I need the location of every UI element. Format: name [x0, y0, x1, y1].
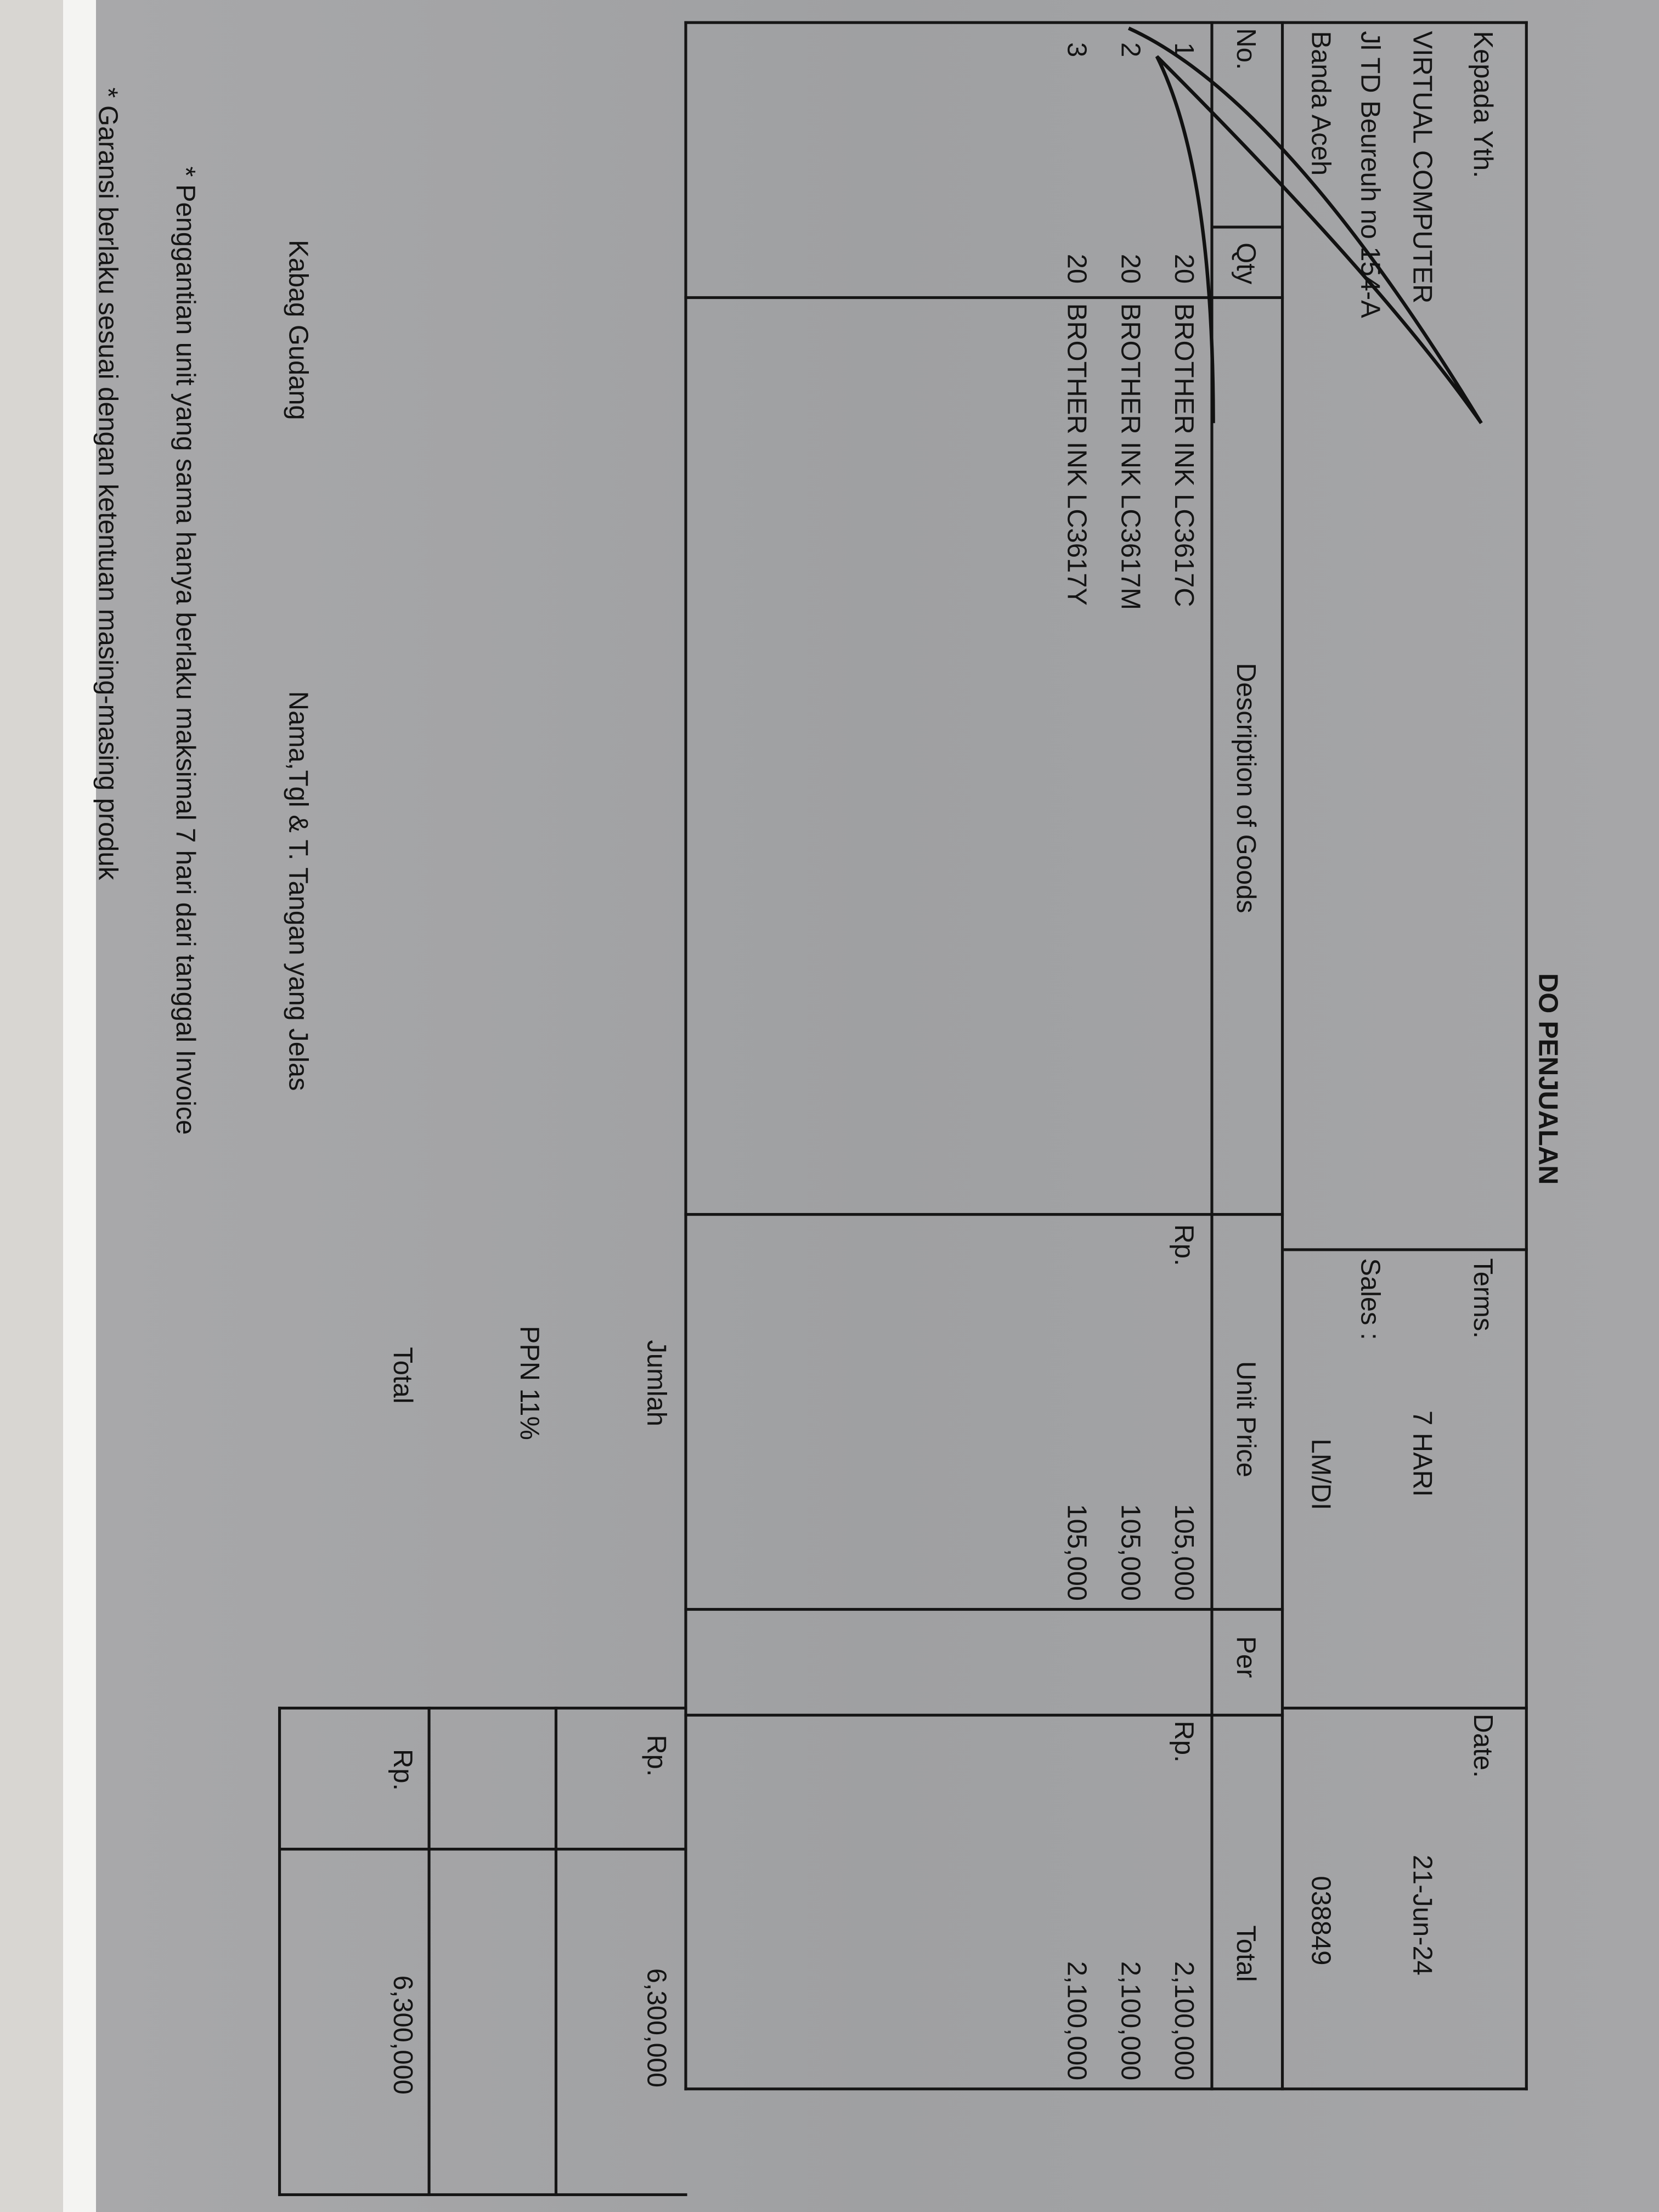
- total-label: Total: [386, 1347, 416, 1404]
- signature-scribble: [1127, 26, 1483, 425]
- document-number: 038849: [1305, 1876, 1335, 1966]
- delivery-order-document: DO PENJUALAN Kepada Yth. VIRTUAL COMPUTE…: [92, 21, 1562, 2197]
- note-warranty: * Garansi berlaku sesuai dengan ketentua…: [92, 87, 122, 881]
- item-unit-price: 105,000: [1168, 1504, 1198, 1601]
- column-divider: [684, 1713, 1284, 1717]
- header-divider: [1284, 1248, 1528, 1251]
- currency: Rp.: [386, 1749, 416, 1791]
- currency: Rp.: [1168, 1720, 1198, 1763]
- item-unit-price: 105,000: [1114, 1504, 1144, 1601]
- column-unit-price: Unit Price: [1230, 1361, 1260, 1477]
- column-total: Total: [1230, 1925, 1260, 1982]
- terms-value: 7 HARI: [1406, 1410, 1436, 1497]
- header-divider: [1284, 1706, 1528, 1710]
- item-total: 2,100,000: [1168, 1961, 1198, 2081]
- column-divider: [684, 1607, 1284, 1611]
- terms-label: Terms.: [1467, 1258, 1497, 1339]
- signature-role: Kabag Gudang: [282, 240, 312, 420]
- item-unit-price: 105,000: [1060, 1504, 1091, 1601]
- signature-instruction: Nama,Tgl & T. Tangan yang Jelas: [282, 691, 312, 1091]
- items-bottom: [684, 21, 687, 2091]
- currency: Rp.: [1168, 1224, 1198, 1266]
- total-value: 6,300,000: [386, 1975, 416, 2095]
- note-replacement: * Penggantian unit yang sama hanya berla…: [169, 166, 199, 1135]
- totals-divider: [278, 1706, 687, 1710]
- sales-value: LM/DI: [1305, 1438, 1335, 1510]
- jumlah-value: 6,300,000: [640, 1968, 670, 2088]
- column-per: Per: [1230, 1636, 1260, 1678]
- date-value: 21-Jun-24: [1406, 1854, 1436, 1976]
- totals-line: [554, 1706, 558, 2197]
- totals-divider: [278, 1848, 687, 1851]
- paper-edge: [63, 0, 96, 2212]
- column-divider: [684, 1213, 1284, 1216]
- item-total: 2,100,000: [1114, 1961, 1144, 2081]
- ppn-label: PPN 11%: [514, 1325, 544, 1440]
- totals-bottom: [278, 1706, 281, 2197]
- desk-background: [0, 0, 71, 2212]
- column-description: Description of Goods: [1230, 663, 1260, 913]
- totals-right: [278, 2193, 687, 2197]
- date-label: Date.: [1467, 1713, 1497, 1778]
- currency: Rp.: [640, 1735, 670, 1777]
- totals-line: [427, 1706, 431, 2197]
- paper: [96, 0, 1659, 2212]
- jumlah-label: Jumlah: [640, 1340, 670, 1426]
- item-total: 2,100,000: [1060, 1961, 1091, 2081]
- document-title: DO PENJUALAN: [1532, 973, 1562, 1185]
- sales-label: Sales :: [1354, 1258, 1384, 1340]
- frame-right: [684, 2087, 1528, 2091]
